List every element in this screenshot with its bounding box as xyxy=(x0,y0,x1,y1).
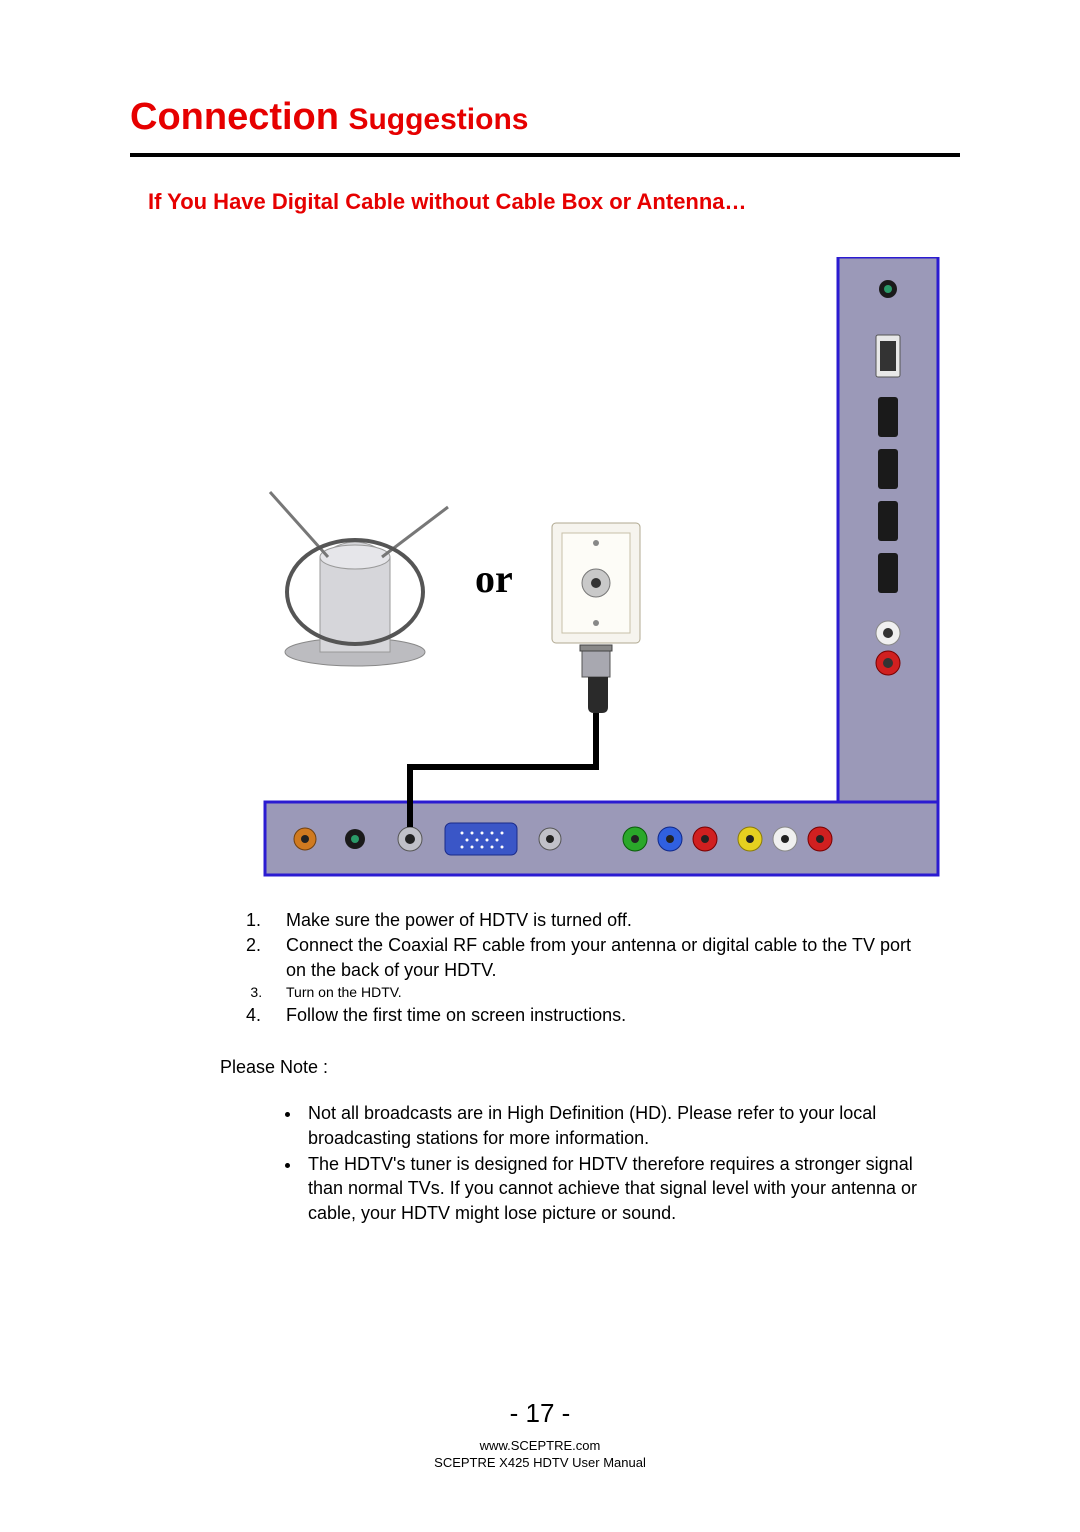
wall-plate-icon xyxy=(552,523,640,643)
please-note-label: Please Note : xyxy=(220,1055,920,1079)
step-item: Follow the first time on screen instruct… xyxy=(266,1003,920,1027)
coax-connector-icon xyxy=(580,645,612,713)
step-item: Connect the Coaxial RF cable from your a… xyxy=(266,933,920,982)
page-title: Connection Suggestions xyxy=(130,96,960,139)
footer-url: www.SCEPTRE.com xyxy=(0,1437,1080,1455)
antenna-icon xyxy=(270,492,448,666)
title-divider xyxy=(130,153,960,157)
page-number: - 17 - xyxy=(0,1398,1080,1429)
page-footer: - 17 - www.SCEPTRE.com SCEPTRE X425 HDTV… xyxy=(0,1398,1080,1472)
step-item: Make sure the power of HDTV is turned of… xyxy=(266,908,920,932)
instruction-steps: Make sure the power of HDTV is turned of… xyxy=(220,908,920,1225)
section-subheading: If You Have Digital Cable without Cable … xyxy=(148,189,960,215)
or-label: or xyxy=(475,556,513,601)
title-word-1: Connection xyxy=(130,96,339,138)
step-item: Turn on the HDTV. xyxy=(266,983,920,1002)
note-item: The HDTV's tuner is designed for HDTV th… xyxy=(302,1152,920,1225)
connection-diagram: or xyxy=(220,257,940,882)
note-item: Not all broadcasts are in High Definitio… xyxy=(302,1101,920,1150)
notes-list: Not all broadcasts are in High Definitio… xyxy=(220,1101,920,1224)
title-word-2: Suggestions xyxy=(348,103,528,136)
footer-manual: SCEPTRE X425 HDTV User Manual xyxy=(0,1454,1080,1472)
